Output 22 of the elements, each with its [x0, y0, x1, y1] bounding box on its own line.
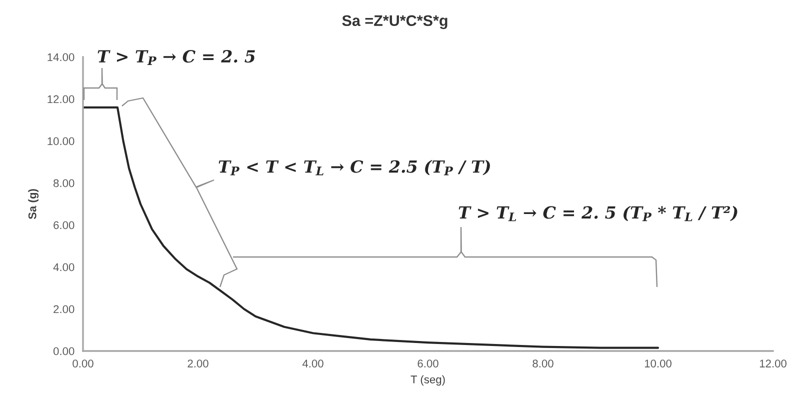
- x-tick-label: 10.00: [644, 360, 672, 368]
- line-series: [83, 106, 660, 349]
- x-tick-label: 0.00: [72, 360, 94, 368]
- y-tick-label: 6.00: [54, 221, 74, 230]
- y-tick-label: 2.00: [54, 305, 74, 314]
- x-tick-label: 6.00: [418, 360, 438, 368]
- x-tick-label: 12.00: [760, 360, 786, 368]
- y-axis-title: Sa (g): [28, 189, 39, 220]
- y-tick-label: 4.00: [53, 263, 74, 272]
- chart-title: Sa =Z*U*C*S*g: [342, 15, 448, 30]
- y-tick-label: 10.00: [48, 137, 74, 146]
- x-axis-title: T (seg): [410, 375, 445, 386]
- y-tick-label: 12.00: [48, 95, 74, 104]
- y-tick-label: 8.00: [54, 179, 74, 188]
- x-tick-label: 4.00: [302, 360, 324, 368]
- x-tick-label: 8.00: [532, 360, 554, 368]
- annotation: T > T$_{P}$ → C = 2. 5: [98, 50, 255, 65]
- y-tick-label: 14.00: [48, 53, 74, 62]
- annotation: T$_{P}$ < T < T$_{L}$ → C = 2.5 (T$_{P}$ / T): [218, 160, 490, 176]
- y-tick-label: 0.00: [53, 347, 74, 356]
- x-tick-label: 2.00: [188, 360, 208, 368]
- annotation: T > T$_{L}$ → C = 2. 5 (T$_{P}$ * T$_{L}$ / T²): [458, 206, 738, 222]
